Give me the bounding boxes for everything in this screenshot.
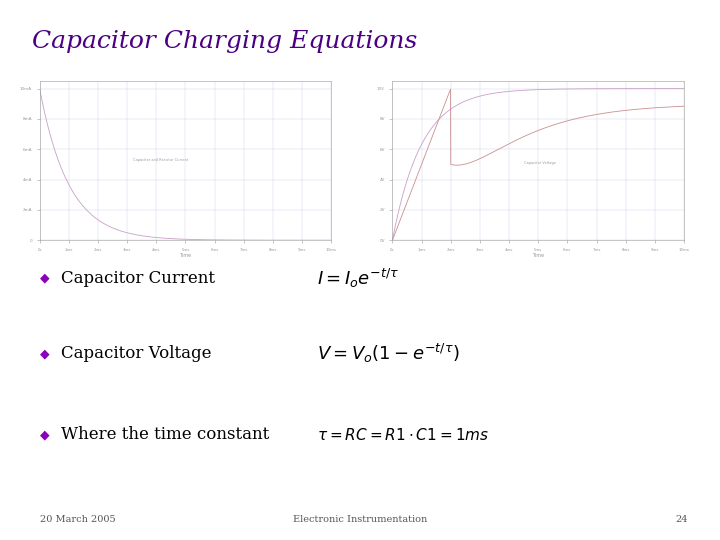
X-axis label: Time: Time xyxy=(179,253,192,258)
Text: Capacitor Current: Capacitor Current xyxy=(61,269,215,287)
X-axis label: Time: Time xyxy=(532,253,544,258)
Text: ◆: ◆ xyxy=(40,428,49,441)
Text: Capacitor Voltage: Capacitor Voltage xyxy=(61,345,212,362)
Text: Electronic Instrumentation: Electronic Instrumentation xyxy=(293,515,427,524)
Text: Where the time constant: Where the time constant xyxy=(61,426,269,443)
Text: Capacitor Voltage: Capacitor Voltage xyxy=(523,161,555,165)
Text: Capacitor and Resistor Current: Capacitor and Resistor Current xyxy=(133,158,188,161)
Text: ◆: ◆ xyxy=(40,347,49,360)
Text: $V = V_o\left(1 - e^{-t/\tau}\right)$: $V = V_o\left(1 - e^{-t/\tau}\right)$ xyxy=(317,342,459,365)
Text: $I = I_o e^{-t/\tau}$: $I = I_o e^{-t/\tau}$ xyxy=(317,267,399,289)
Text: ◆: ◆ xyxy=(40,272,49,285)
Text: 20 March 2005: 20 March 2005 xyxy=(40,515,115,524)
Text: $\tau = RC = R1 \cdot C1 = 1ms$: $\tau = RC = R1 \cdot C1 = 1ms$ xyxy=(317,427,489,443)
Text: 24: 24 xyxy=(675,515,688,524)
Text: Capacitor Charging Equations: Capacitor Charging Equations xyxy=(32,30,417,52)
